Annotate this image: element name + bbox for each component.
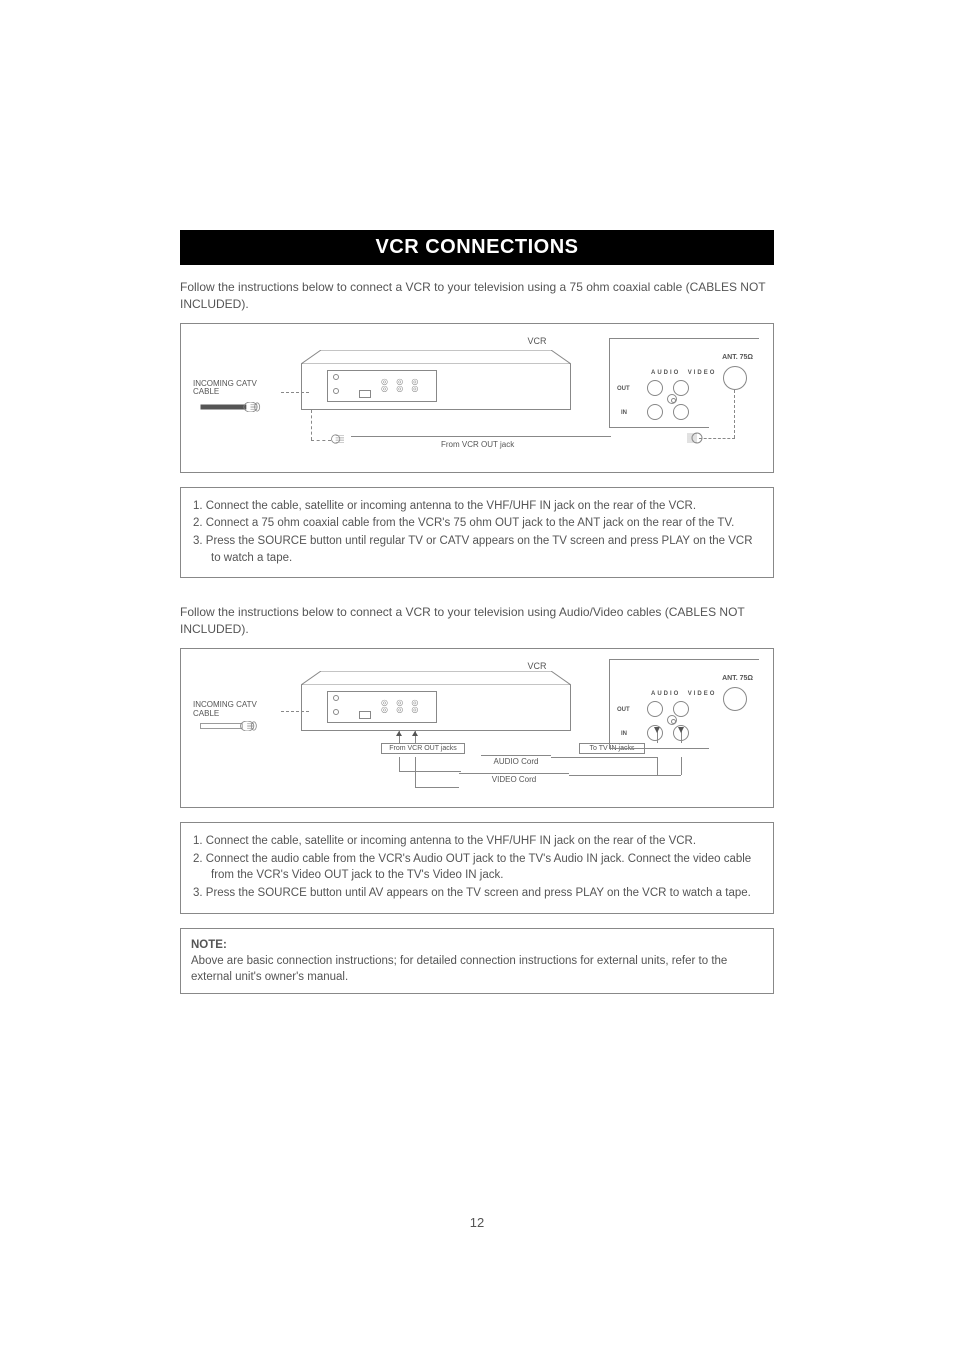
step: 3. Press the SOURCE button until regular… [193, 533, 761, 566]
step: 2. Connect a 75 ohm coaxial cable from t… [193, 515, 761, 532]
page-number: 12 [0, 1215, 954, 1230]
diagram-2: VCR INCOMING CATV CABLE ◎ ◎ ◎◎ ◎ ◎ From … [180, 648, 774, 808]
video-in-jack-icon [673, 404, 689, 420]
catv-line2: CABLE [193, 387, 219, 396]
catv-line1: INCOMING CATV [193, 700, 257, 709]
hex-icon [667, 715, 677, 725]
out-label: OUT [617, 707, 630, 713]
catv-cable-icon [193, 721, 283, 731]
catv-cable-icon [193, 402, 283, 412]
audio-cord-label: AUDIO Cord [481, 755, 551, 766]
video-cord-label: VIDEO Cord [459, 773, 569, 784]
header-title: VCR CONNECTIONS [375, 236, 578, 258]
note-title: NOTE: [191, 939, 227, 951]
vcr-body: ◎ ◎ ◎◎ ◎ ◎ [301, 364, 571, 414]
step: 1. Connect the cable, satellite or incom… [193, 498, 761, 515]
ant-jack-icon [723, 366, 747, 390]
av-label: AUDIO VIDEO [651, 691, 716, 697]
section1-intro: Follow the instructions below to connect… [180, 279, 774, 313]
catv-line1: INCOMING CATV [193, 379, 257, 388]
header-bar: VCR CONNECTIONS [180, 230, 774, 265]
ant-label: ANT. 75Ω [722, 354, 753, 361]
hex-icon [667, 394, 677, 404]
ant-label: ANT. 75Ω [722, 675, 753, 682]
from-vcr-out-label: From VCR OUT jacks [381, 743, 465, 754]
vcr-body: ◎ ◎ ◎◎ ◎ ◎ [301, 685, 571, 735]
av-label: AUDIO VIDEO [651, 370, 716, 376]
step: 3. Press the SOURCE button until AV appe… [193, 885, 761, 902]
video-out-jack-icon [673, 701, 689, 717]
in-label: IN [621, 410, 627, 416]
step: 2. Connect the audio cable from the VCR'… [193, 851, 761, 884]
instructions-2: 1. Connect the cable, satellite or incom… [180, 822, 774, 914]
tv-panel: ANT. 75Ω AUDIO VIDEO OUT IN [609, 334, 759, 454]
video-out-jack-icon [673, 380, 689, 396]
connector-icon [683, 432, 703, 444]
vcr-top-icon [301, 671, 571, 685]
note-text: Above are basic connection instructions;… [191, 955, 727, 983]
ant-jack-icon [723, 687, 747, 711]
catv-label: INCOMING CATV CABLE [193, 701, 257, 719]
step: 1. Connect the cable, satellite or incom… [193, 833, 761, 850]
catv-line2: CABLE [193, 709, 219, 718]
video-in-jack-icon [673, 725, 689, 741]
note-box: NOTE: Above are basic connection instruc… [180, 928, 774, 994]
connector-icon [329, 434, 349, 444]
in-label: IN [621, 731, 627, 737]
out-label: OUT [617, 386, 630, 392]
audio-out-jack-icon [647, 380, 663, 396]
audio-in-jack-icon [647, 725, 663, 741]
from-vcr-out-label: From VCR OUT jack [441, 440, 514, 449]
tv-panel: ANT. 75Ω AUDIO VIDEO OUT IN [609, 655, 759, 775]
vcr-top-icon [301, 350, 571, 364]
instructions-1: 1. Connect the cable, satellite or incom… [180, 487, 774, 579]
diagram-1: VCR INCOMING CATV CABLE ◎ ◎ ◎◎ ◎ ◎ From … [180, 323, 774, 473]
section2-intro: Follow the instructions below to connect… [180, 604, 774, 638]
catv-label: INCOMING CATV CABLE [193, 380, 257, 398]
audio-out-jack-icon [647, 701, 663, 717]
audio-in-jack-icon [647, 404, 663, 420]
